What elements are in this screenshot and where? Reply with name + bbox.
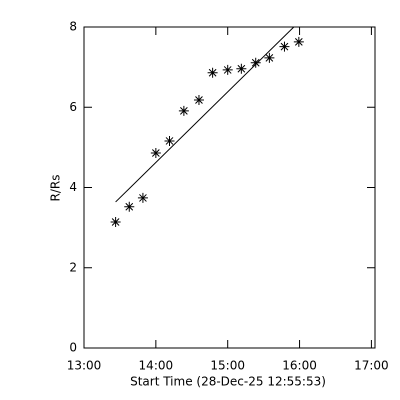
y-tick-label: 2 (69, 260, 77, 274)
asterisk-point (207, 67, 218, 78)
asterisk-point (236, 63, 247, 74)
x-tick-label: 14:00 (139, 359, 174, 373)
asterisk-point (124, 201, 135, 212)
asterisk-point (178, 105, 189, 116)
asterisk-point (150, 147, 161, 158)
asterisk-point (279, 41, 290, 52)
x-tick-label: 13:00 (67, 359, 102, 373)
asterisk-point (222, 64, 233, 75)
x-tick-label: 15:00 (210, 359, 245, 373)
asterisk-point (110, 217, 121, 228)
asterisk-point (250, 57, 261, 68)
asterisk-point (164, 135, 175, 146)
asterisk-point (193, 95, 204, 106)
x-tick-label: 17:00 (354, 359, 389, 373)
x-tick-label: 16:00 (282, 359, 317, 373)
y-tick-label: 0 (69, 341, 77, 355)
x-axis-label: Start Time (28-Dec-25 12:55:53) (130, 375, 326, 389)
asterisk-point (264, 52, 275, 63)
asterisk-point (137, 192, 148, 203)
y-axis-label: R/Rs (49, 175, 63, 202)
y-tick-label: 6 (69, 100, 77, 114)
y-tick-label: 4 (69, 180, 77, 194)
y-tick-label: 8 (69, 20, 77, 34)
asterisk-point (293, 36, 304, 47)
fit-line (115, 27, 295, 203)
